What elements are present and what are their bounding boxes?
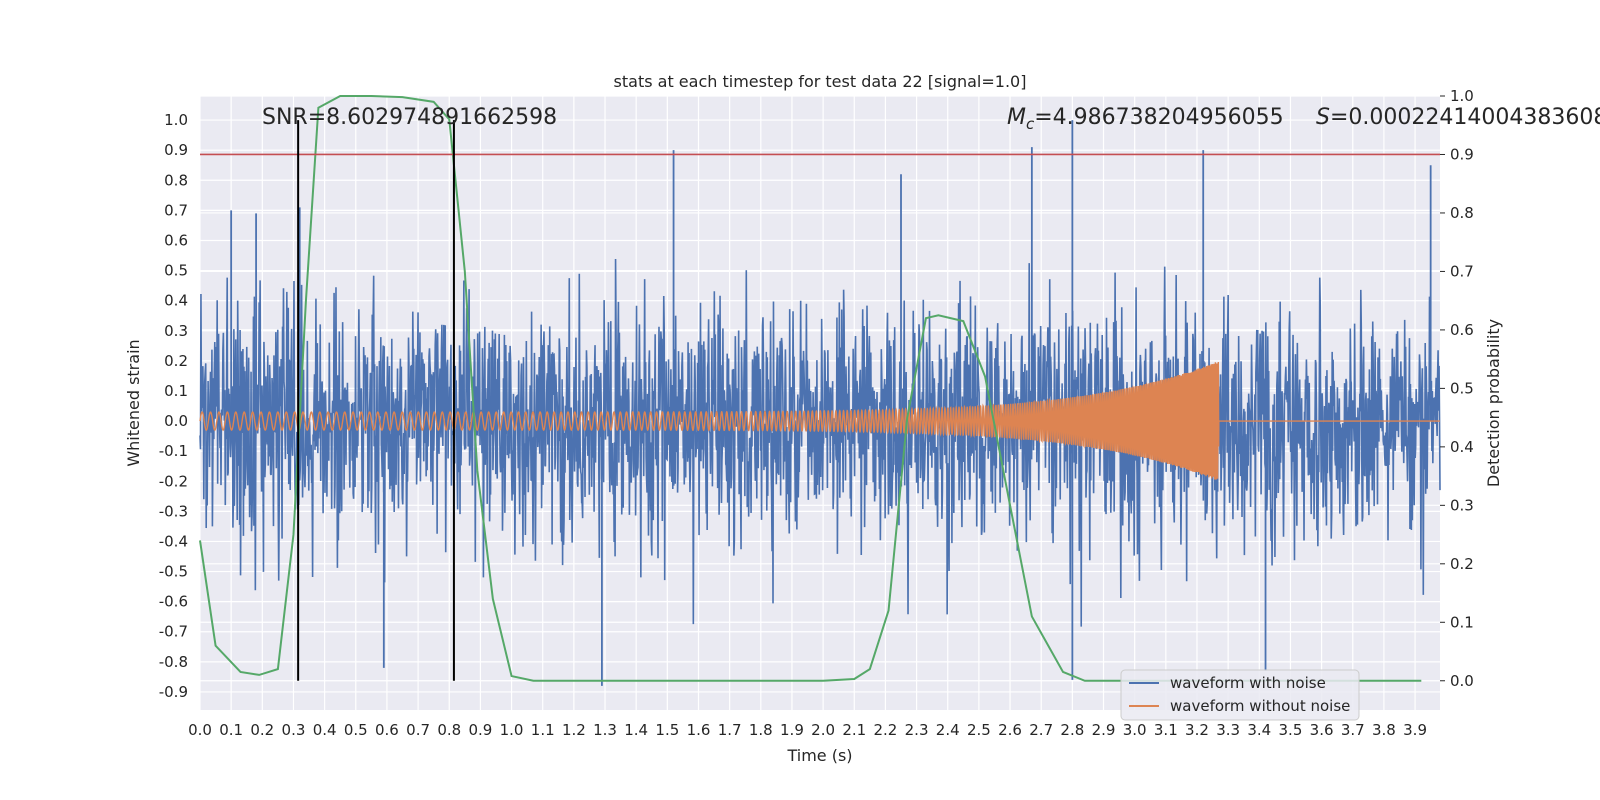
x-tick-label: 1.9 — [780, 721, 804, 739]
y2-tick-label: 0.4 — [1450, 438, 1474, 456]
x-tick-label: 1.2 — [562, 721, 586, 739]
s-value: =0.00022414004383608 — [1330, 105, 1600, 130]
x-tick-label: 0.5 — [344, 721, 368, 739]
y-tick-label: 1.0 — [164, 111, 188, 129]
noise-waveform-path — [199, 259, 1441, 627]
x-tick-label: 1.1 — [531, 721, 555, 739]
detection-probability-line — [199, 95, 1440, 682]
x-tick-label: 2.8 — [1060, 721, 1084, 739]
y-tick-label: -0.4 — [159, 532, 188, 550]
x-tick-label: 0.8 — [437, 721, 461, 739]
x-tick-label: 3.3 — [1216, 721, 1240, 739]
y2-tick-label: 0.1 — [1450, 613, 1474, 631]
x-tick-label: 2.9 — [1092, 721, 1116, 739]
x-tick-label: 0.0 — [188, 721, 212, 739]
y-tick-label: 0.7 — [164, 201, 188, 219]
y2-tick-label: 0.9 — [1450, 145, 1474, 163]
x-tick-label: 2.5 — [967, 721, 991, 739]
y-tick-label: 0.2 — [164, 352, 188, 370]
event-markers — [297, 120, 455, 681]
y-tick-label: 0.6 — [164, 231, 188, 249]
legend-label-noise: waveform with noise — [1170, 674, 1326, 692]
x-tick-label: 1.8 — [749, 721, 773, 739]
x-tick-label: 0.1 — [219, 721, 243, 739]
y-tick-label: 0.1 — [164, 382, 188, 400]
x-tick-label: 0.4 — [313, 721, 337, 739]
y2-tick-label: 0.0 — [1450, 672, 1474, 690]
x-tick-label: 1.0 — [500, 721, 524, 739]
s-annotation: S=0.00022414004383608 — [1316, 105, 1600, 130]
x-tick-label: 2.2 — [873, 721, 897, 739]
x-tick-label: 1.6 — [687, 721, 711, 739]
x-tick-label: 2.0 — [811, 721, 835, 739]
x-tick-label: 2.4 — [936, 721, 960, 739]
x-tick-label: 3.6 — [1310, 721, 1334, 739]
y2-tick-label: 0.3 — [1450, 496, 1474, 514]
legend: waveform with noise waveform without noi… — [1120, 669, 1360, 721]
y2-tick-label: 0.5 — [1450, 379, 1474, 397]
x-tick-label: 0.9 — [468, 721, 492, 739]
x-tick-label: 3.0 — [1123, 721, 1147, 739]
legend-label-clean: waveform without noise — [1170, 697, 1350, 715]
x-tick-labels: 0.0 0.1 0.2 0.3 0.4 0.5 0.6 0.7 0.8 0.9 1.0 1.1 1.2 1… — [188, 721, 1427, 739]
y-tick-label: 0.5 — [164, 262, 188, 280]
y-tick-label: -0.5 — [159, 563, 188, 581]
x-tick-label: 3.7 — [1341, 721, 1365, 739]
x-tick-label: 0.6 — [375, 721, 399, 739]
x-tick-label: 3.2 — [1185, 721, 1209, 739]
s-symbol: S — [1316, 105, 1330, 130]
y-tick-label: -0.7 — [159, 623, 188, 641]
y-tick-label: -0.2 — [159, 472, 188, 490]
y-tick-label: 0.3 — [164, 322, 188, 340]
x-tick-label: 1.5 — [655, 721, 679, 739]
chirp-mass-annotation: Mc=4.986738204956055 — [1007, 105, 1284, 133]
y-tick-label: -0.8 — [159, 653, 188, 671]
y-tick-label: 0.8 — [164, 171, 188, 189]
x-tick-label: 3.4 — [1247, 721, 1271, 739]
y-tick-label: 0.0 — [164, 412, 188, 430]
legend-box — [1120, 669, 1360, 721]
chirp-mass-subscript: c — [1026, 115, 1035, 133]
y-tick-label: -0.9 — [159, 683, 188, 701]
y-tick-label: -0.6 — [159, 593, 188, 611]
x-tick-label: 3.9 — [1403, 721, 1427, 739]
x-tick-label: 0.2 — [250, 721, 274, 739]
y-tick-label: -0.3 — [159, 502, 188, 520]
chart-title: stats at each timestep for test data 22 … — [614, 72, 1027, 91]
x-tick-label: 1.7 — [718, 721, 742, 739]
y2-tick-label: 0.2 — [1450, 555, 1474, 573]
y2-tick-label: 0.8 — [1450, 204, 1474, 222]
x-tick-label: 2.7 — [1029, 721, 1053, 739]
chirp-mass-value: =4.986738204956055 — [1034, 105, 1283, 130]
x-tick-label: 1.3 — [593, 721, 617, 739]
snr-annotation: SNR=8.602974891662598 — [262, 105, 557, 130]
x-axis-label: Time (s) — [786, 746, 852, 765]
y-tick-labels: 1.0 0.9 0.8 0.7 0.6 0.5 0.4 0.3 0.2 0.1 0.0 -0.1 -0.… — [159, 111, 188, 701]
x-tick-label: 0.7 — [406, 721, 430, 739]
x-tick-label: 2.3 — [905, 721, 929, 739]
x-tick-label: 3.5 — [1279, 721, 1303, 739]
x-tick-label: 3.8 — [1372, 721, 1396, 739]
y2-axis-label: Detection probability — [1484, 319, 1503, 487]
y-tick-label: 0.9 — [164, 141, 188, 159]
x-tick-label: 2.1 — [842, 721, 866, 739]
x-tick-label: 2.6 — [998, 721, 1022, 739]
y2-tick-label: 0.6 — [1450, 321, 1474, 339]
waveform-without-noise-line — [199, 361, 1440, 480]
probability-path — [199, 95, 1422, 682]
y2-tick-labels: 1.0 0.9 0.8 0.7 0.6 0.5 0.4 0.3 0.2 0.1 0.0 — [1440, 87, 1474, 690]
y2-tick-label: 1.0 — [1450, 87, 1474, 105]
y2-tick-label: 0.7 — [1450, 262, 1474, 280]
chirp-mass-symbol: M — [1007, 105, 1026, 130]
x-tick-label: 3.1 — [1154, 721, 1178, 739]
y-axis-label: Whitened strain — [124, 339, 143, 466]
x-tick-label: 1.4 — [624, 721, 648, 739]
x-tick-label: 0.3 — [282, 721, 306, 739]
waveform-with-noise-line — [199, 120, 1441, 686]
clean-waveform-path — [199, 361, 1440, 480]
y-tick-label: -0.1 — [159, 442, 188, 460]
y-tick-label: 0.4 — [164, 292, 188, 310]
